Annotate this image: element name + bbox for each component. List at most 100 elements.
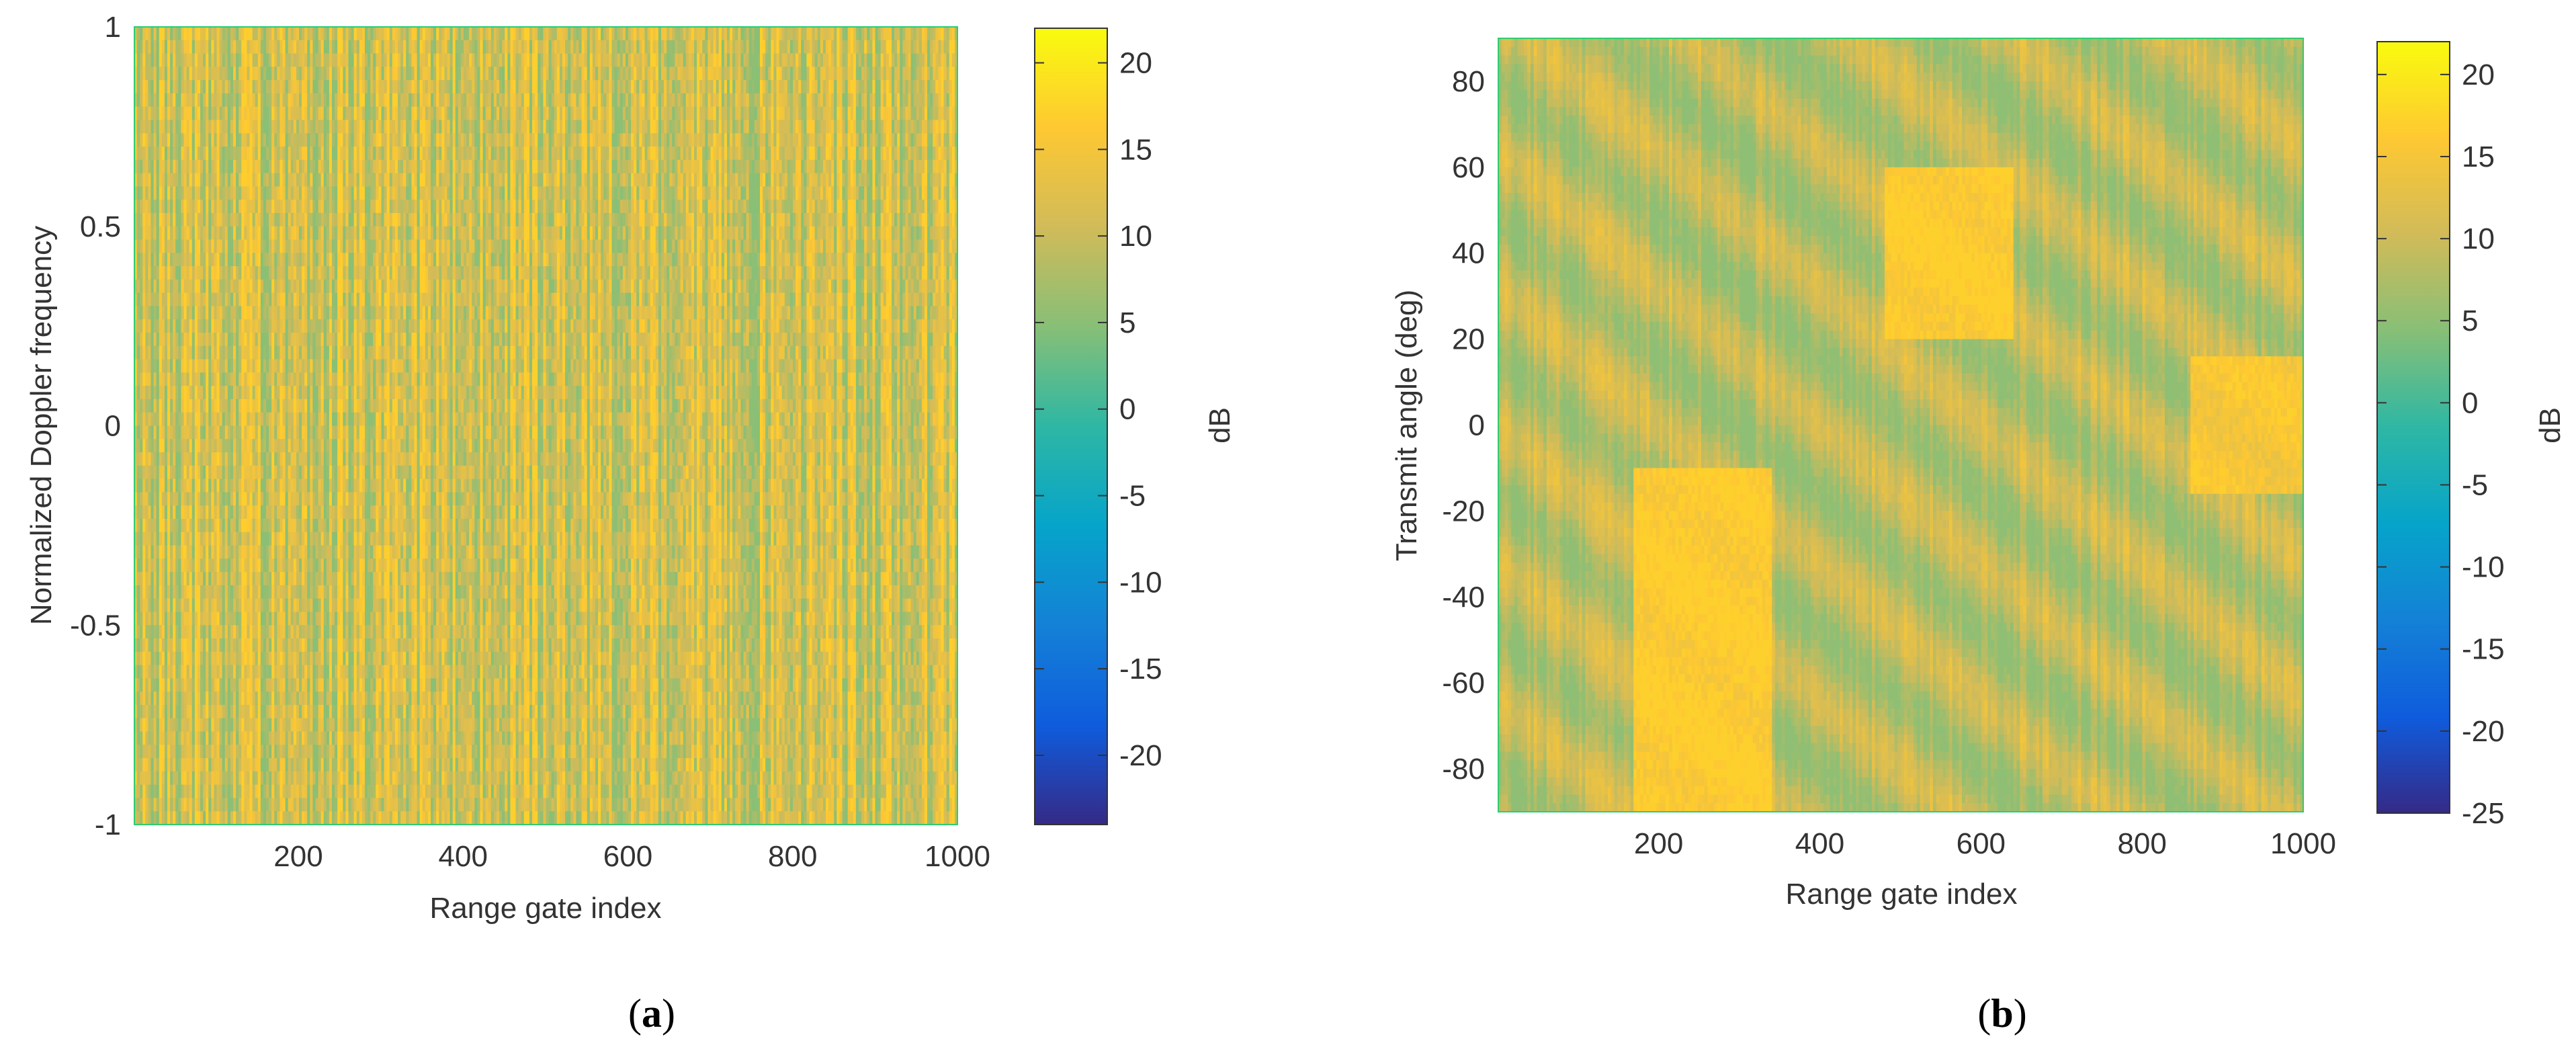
heatmap-cell	[159, 678, 163, 692]
heatmap-cell	[162, 372, 165, 386]
heatmap-cell	[145, 718, 148, 732]
heatmap-cell	[157, 532, 160, 546]
heatmap-cell	[181, 306, 184, 319]
heatmap-cell	[159, 213, 163, 226]
heatmap-cell	[159, 558, 163, 572]
heatmap-cell	[145, 93, 148, 107]
heatmap-cell	[167, 426, 171, 439]
heatmap-cell	[170, 107, 173, 120]
heatmap-cell	[181, 452, 184, 466]
heatmap-cell	[148, 452, 151, 466]
heatmap-cell	[165, 492, 168, 505]
heatmap-cell	[181, 413, 184, 426]
heatmap-cell	[157, 67, 160, 80]
heatmap-cell	[178, 718, 181, 732]
heatmap-cell	[184, 213, 187, 226]
heatmap-cell	[184, 372, 187, 386]
heatmap-cell	[181, 505, 184, 519]
heatmap-cell	[137, 360, 140, 373]
heatmap-cell	[178, 452, 181, 466]
heatmap-cell	[165, 40, 168, 54]
heatmap-cell	[178, 505, 181, 519]
heatmap-cell	[148, 492, 151, 505]
heatmap-cell	[173, 585, 176, 599]
heatmap-cell	[181, 678, 184, 692]
heatmap-cell	[175, 160, 179, 173]
heatmap-cell	[175, 811, 179, 825]
heatmap-cell	[162, 439, 165, 452]
heatmap-cell	[162, 253, 165, 266]
heatmap-cell	[173, 705, 176, 718]
heatmap-cell	[140, 67, 143, 80]
heatmap-cell	[137, 599, 140, 612]
heatmap-cell	[162, 80, 165, 93]
heatmap-cell	[137, 213, 140, 226]
heatmap-cell	[181, 200, 184, 213]
heatmap-cell	[165, 665, 168, 679]
heatmap-cell	[145, 386, 148, 399]
heatmap-cell	[140, 492, 143, 505]
heatmap-cell	[157, 293, 160, 306]
heatmap-cell	[151, 413, 155, 426]
heatmap-cell	[173, 146, 176, 160]
heatmap-cell	[175, 479, 179, 493]
heatmap-cell	[148, 439, 151, 452]
heatmap-cell	[165, 558, 168, 572]
heatmap-cell	[157, 732, 160, 745]
heatmap-cell	[181, 599, 184, 612]
heatmap-cell	[154, 732, 157, 745]
heatmap-cell	[175, 280, 179, 293]
heatmap-cell	[178, 426, 181, 439]
heatmap-cell	[157, 213, 160, 226]
heatmap-cell	[137, 333, 140, 346]
heatmap-cell	[181, 811, 184, 825]
heatmap-cell	[140, 399, 143, 413]
heatmap-cell	[140, 439, 143, 452]
heatmap-cell	[151, 372, 155, 386]
heatmap-cell	[159, 93, 163, 107]
heatmap-cell	[157, 785, 160, 798]
heatmap-cell	[167, 439, 171, 452]
heatmap-cell	[142, 173, 146, 187]
heatmap-cell	[173, 27, 176, 40]
heatmap-cell	[165, 771, 168, 785]
heatmap-cell	[148, 372, 151, 386]
heatmap-cell	[148, 80, 151, 93]
heatmap-cell	[159, 705, 163, 718]
heatmap-cell	[175, 745, 179, 758]
heatmap-cell	[170, 386, 173, 399]
heatmap-cell	[157, 253, 160, 266]
heatmap-cell	[167, 479, 171, 493]
heatmap-cell	[175, 120, 179, 133]
heatmap-cell	[165, 54, 168, 67]
heatmap-cell	[181, 146, 184, 160]
heatmap-cell	[157, 280, 160, 293]
heatmap-cell	[137, 439, 140, 452]
heatmap-cell	[148, 678, 151, 692]
heatmap-cell	[151, 399, 155, 413]
heatmap-cell	[175, 572, 179, 585]
heatmap-cell	[142, 798, 146, 811]
heatmap-cell	[175, 599, 179, 612]
heatmap-cell	[181, 439, 184, 452]
heatmap-cell	[184, 546, 187, 559]
heatmap-cell	[173, 479, 176, 493]
heatmap-cell	[140, 27, 143, 40]
heatmap-cell	[159, 798, 163, 811]
heatmap-cell	[173, 266, 176, 280]
heatmap-cell	[154, 386, 157, 399]
heatmap-cell	[167, 146, 171, 160]
heatmap-cell	[148, 266, 151, 280]
heatmap-cell	[178, 40, 181, 54]
heatmap-cell	[148, 798, 151, 811]
heatmap-cell	[154, 226, 157, 240]
heatmap-cell	[142, 306, 146, 319]
heatmap-cell	[140, 346, 143, 360]
heatmap-cell	[157, 745, 160, 758]
heatmap-cell	[175, 558, 179, 572]
heatmap-cell	[154, 346, 157, 360]
heatmap-cell	[165, 253, 168, 266]
heatmap-cell	[181, 492, 184, 505]
heatmap-cell	[137, 93, 140, 107]
heatmap-cell	[151, 466, 155, 479]
